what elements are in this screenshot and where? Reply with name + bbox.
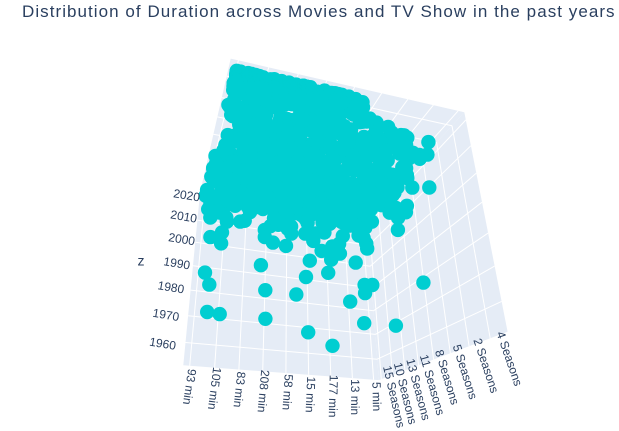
- svg-text:15 min: 15 min: [303, 376, 319, 413]
- svg-text:93 min: 93 min: [180, 368, 199, 406]
- svg-text:2010: 2010: [169, 207, 198, 225]
- svg-text:177 min: 177 min: [326, 375, 341, 418]
- svg-text:2020: 2020: [172, 186, 201, 204]
- svg-text:105 min: 105 min: [205, 366, 224, 410]
- svg-text:1980: 1980: [157, 278, 186, 296]
- svg-text:1960: 1960: [148, 335, 177, 353]
- svg-text:1970: 1970: [152, 306, 181, 324]
- svg-text:58 min: 58 min: [279, 374, 295, 411]
- svg-text:208 min: 208 min: [255, 369, 273, 413]
- svg-text:13 min: 13 min: [348, 379, 362, 415]
- svg-text:1990: 1990: [163, 254, 192, 272]
- svg-text:83 min: 83 min: [231, 371, 249, 408]
- svg-text:z: z: [138, 253, 145, 269]
- svg-text:5 min: 5 min: [369, 382, 384, 412]
- svg-text:2000: 2000: [167, 230, 196, 248]
